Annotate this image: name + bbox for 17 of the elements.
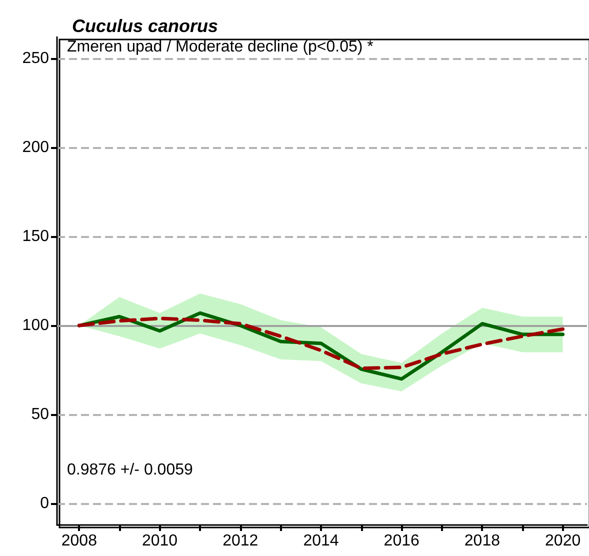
y-tick-label: 100 bbox=[22, 317, 50, 334]
chart-title: Cuculus canorus bbox=[72, 16, 218, 36]
y-tick-label: 150 bbox=[22, 228, 50, 245]
x-tick-label: 2010 bbox=[142, 532, 178, 550]
y-tick-label: 250 bbox=[22, 50, 50, 67]
x-tick-label: 2008 bbox=[61, 532, 98, 550]
y-tick-label: 50 bbox=[31, 406, 50, 424]
annotation: Zmeren upad / Moderate decline (p<0.05) * bbox=[67, 38, 374, 56]
x-tick-label: 2012 bbox=[222, 532, 258, 550]
x-tick-label: 2016 bbox=[384, 532, 420, 550]
y-tick-label: 0 bbox=[40, 495, 50, 512]
annotation: 0.9876 +/- 0.0059 bbox=[67, 462, 193, 478]
x-tick-label: 2014 bbox=[303, 532, 339, 550]
x-tick-label: 2020 bbox=[545, 532, 581, 550]
line-series bbox=[77, 316, 565, 370]
y-tick-label: 200 bbox=[22, 138, 50, 156]
x-tick-label: 2018 bbox=[464, 532, 500, 550]
